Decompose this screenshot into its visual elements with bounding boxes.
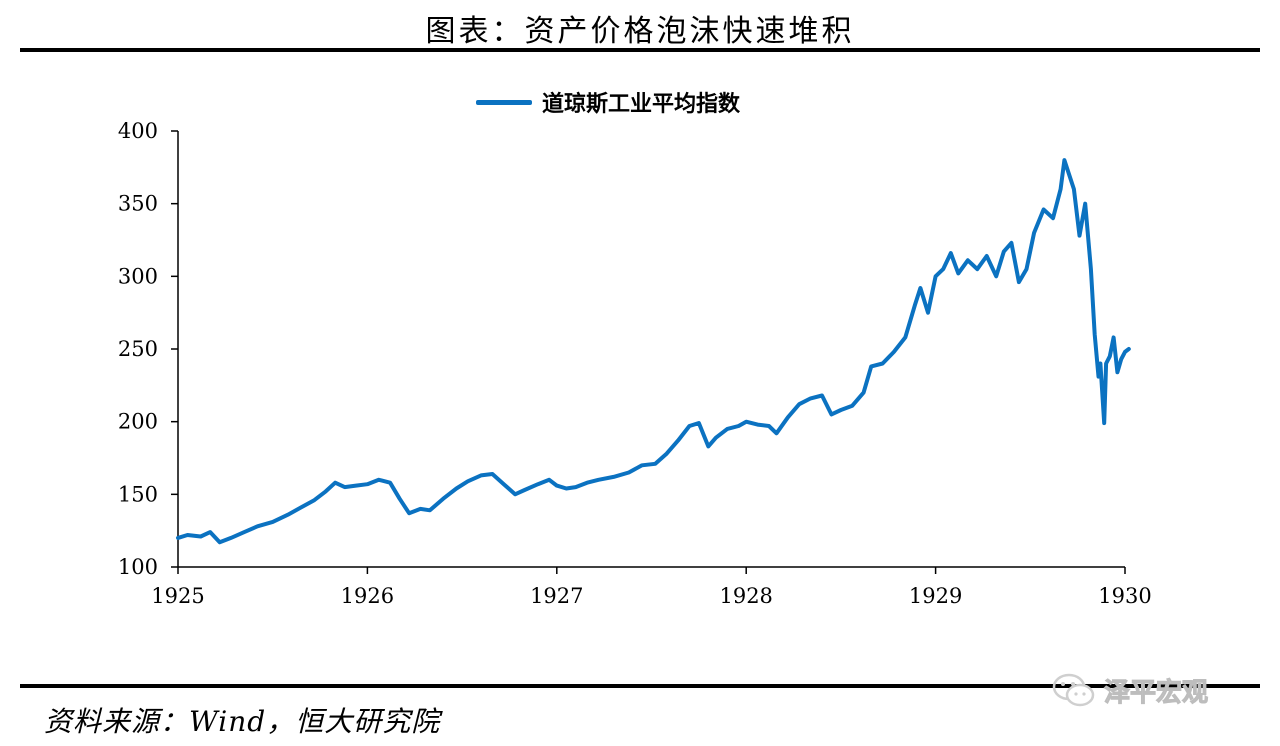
y-tick-label: 300 xyxy=(118,264,158,288)
series-line-0 xyxy=(176,158,1131,545)
bottom-rule xyxy=(20,684,1260,688)
chart-series xyxy=(176,158,1131,545)
y-tick-label: 400 xyxy=(118,119,158,143)
wechat-icon xyxy=(1052,673,1095,706)
y-tick-label: 350 xyxy=(118,192,158,216)
x-tick-label: 1929 xyxy=(909,584,962,608)
legend-swatch xyxy=(476,99,532,105)
chart-ticks: 100 150 200 250 300 350 400 1925 1926 1927 1928 192… xyxy=(118,119,1152,608)
x-tick-label: 1927 xyxy=(530,584,583,608)
y-tick-label: 100 xyxy=(118,555,158,579)
x-tick-label: 1926 xyxy=(341,584,394,608)
legend-label: 道琼斯工业平均指数 xyxy=(542,92,741,117)
y-tick-label: 150 xyxy=(118,482,158,506)
top-rule xyxy=(20,48,1260,52)
y-tick-label: 250 xyxy=(118,337,158,361)
source-note: 资料来源：Wind，恒大研究院 xyxy=(44,705,441,738)
page-title: 图表：资产价格泡沫快速堆积 xyxy=(425,14,855,49)
x-tick-label: 1928 xyxy=(719,584,772,608)
y-tick-label: 200 xyxy=(118,410,158,434)
watermark-text: 泽平宏观 xyxy=(1103,678,1209,709)
x-tick-label: 1925 xyxy=(151,584,204,608)
line-chart: 100 150 200 250 300 350 400 1925 1926 1927 1928 192… xyxy=(118,119,1152,608)
chart-legend: 道琼斯工业平均指数 xyxy=(476,86,740,118)
x-tick-label: 1930 xyxy=(1098,584,1151,608)
chart-axes xyxy=(177,131,1125,568)
watermark: 泽平宏观 xyxy=(1052,672,1209,709)
